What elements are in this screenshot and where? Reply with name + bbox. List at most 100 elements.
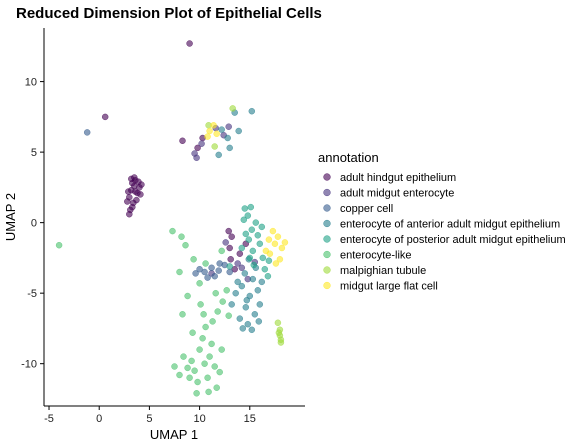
point-adult-hindgut-epithelium-18 — [128, 175, 135, 183]
point-enterocyte-of-anterior-adult-midgut-epithelium-20 — [224, 134, 231, 142]
point-enterocyte-like-37 — [176, 268, 183, 276]
point-enterocyte-like-36 — [218, 247, 225, 255]
chart-title: Reduced Dimension Plot of Epithelial Cel… — [16, 5, 322, 22]
point-enterocyte-like-33 — [182, 241, 189, 249]
point-enterocyte-like-23 — [205, 388, 212, 396]
legend-label-3: enterocyte of anterior adult midgut epit… — [340, 219, 560, 231]
x-tick-label-3: 10 — [193, 413, 205, 425]
legend-items: adult hindgut epithelium adult midgut ent… — [323, 172, 566, 293]
point-midgut-large-flat-cell-4 — [276, 256, 284, 263]
point-malpighian-tubule-5 — [274, 319, 282, 326]
point-enterocyte-like-9 — [188, 357, 195, 365]
point-adult-hindgut-epithelium-27 — [228, 233, 235, 240]
legend-key-0 — [323, 173, 331, 181]
point-adult-hindgut-epithelium-26 — [236, 250, 244, 257]
point-enterocyte-of-posterior-adult-midgut-epithelium-5 — [256, 240, 263, 248]
point-enterocyte-like-1 — [196, 346, 203, 353]
point-enterocyte-like-31 — [169, 227, 176, 235]
point-copper-cell-1 — [208, 264, 215, 271]
point-midgut-large-flat-cell-0 — [271, 240, 279, 248]
point-midgut-large-flat-cell-8 — [272, 260, 280, 267]
point-midgut-large-flat-cell-1 — [274, 233, 282, 240]
point-enterocyte-of-anterior-adult-midgut-epithelium-3 — [251, 311, 259, 318]
point-enterocyte-of-posterior-adult-midgut-epithelium-11 — [247, 203, 255, 211]
point-enterocyte-of-anterior-adult-midgut-epithelium-14 — [228, 301, 235, 308]
point-enterocyte-like-14 — [214, 308, 221, 315]
point-enterocyte-of-posterior-adult-midgut-epithelium-3 — [252, 219, 260, 226]
point-enterocyte-of-posterior-adult-midgut-epithelium-13 — [250, 261, 258, 269]
point-enterocyte-of-posterior-adult-midgut-epithelium-7 — [242, 230, 250, 238]
point-enterocyte-like-27 — [189, 329, 196, 336]
legend-key-3 — [323, 219, 331, 228]
point-enterocyte-like-30 — [55, 241, 63, 249]
legend-label-5: enterocyte-like — [340, 250, 412, 262]
point-enterocyte-of-anterior-adult-midgut-epithelium-8 — [248, 326, 256, 333]
x-tick-label-4: 15 — [244, 413, 256, 425]
point-enterocyte-of-anterior-adult-midgut-epithelium-5 — [232, 290, 239, 297]
point-enterocyte-of-posterior-adult-midgut-epithelium-15 — [258, 223, 265, 231]
y-ticks: -10 -5 0 5 10 — [21, 77, 44, 371]
point-enterocyte-of-posterior-adult-midgut-epithelium-6 — [249, 247, 257, 255]
point-enterocyte-of-posterior-adult-midgut-epithelium-0 — [244, 212, 252, 219]
point-adult-hindgut-epithelium-24 — [179, 137, 186, 145]
point-copper-cell-8 — [192, 270, 199, 277]
legend-key-1 — [323, 188, 331, 197]
point-enterocyte-of-anterior-adult-midgut-epithelium-18 — [243, 297, 251, 304]
point-adult-hindgut-epithelium-14 — [124, 198, 131, 205]
point-midgut-large-flat-cell-7 — [281, 239, 289, 246]
point-enterocyte-of-anterior-adult-midgut-epithelium-24 — [248, 107, 256, 115]
point-enterocyte-like-0 — [201, 360, 208, 367]
point-enterocyte-like-35 — [202, 260, 209, 267]
point-adult-midgut-enterocyte-5 — [191, 150, 198, 157]
legend: annotation adult hindgut epitheliumadult… — [318, 150, 566, 293]
point-enterocyte-like-38 — [196, 280, 203, 287]
point-enterocyte-of-posterior-adult-midgut-epithelium-12 — [261, 266, 268, 273]
point-enterocyte-of-posterior-adult-midgut-epithelium-2 — [241, 205, 249, 212]
point-copper-cell-10 — [204, 274, 211, 281]
point-adult-hindgut-epithelium-19 — [138, 181, 145, 188]
point-enterocyte-of-posterior-adult-midgut-epithelium-18 — [238, 244, 246, 252]
legend-label-2: copper cell — [340, 203, 393, 215]
point-enterocyte-like-22 — [180, 353, 187, 360]
point-malpighian-tubule-6 — [229, 105, 236, 112]
point-enterocyte-like-19 — [184, 364, 191, 372]
point-copper-cell-9 — [216, 260, 223, 267]
legend-key-7 — [323, 281, 331, 290]
point-enterocyte-like-29 — [225, 312, 232, 319]
point-copper-cell-7 — [226, 268, 233, 276]
point-enterocyte-of-posterior-adult-midgut-epithelium-1 — [248, 226, 256, 233]
point-adult-hindgut-epithelium-15 — [126, 210, 133, 218]
point-malpighian-tubule-4 — [277, 339, 285, 346]
point-adult-midgut-enterocyte-7 — [234, 260, 241, 267]
x-ticks: -5 0 5 10 15 — [44, 406, 256, 425]
point-adult-midgut-enterocyte-6 — [238, 264, 246, 271]
y-tick-label-1: -5 — [27, 288, 37, 300]
points-layer — [55, 40, 289, 397]
point-adult-hindgut-epithelium-21 — [101, 113, 109, 121]
point-adult-hindgut-epithelium-25 — [226, 244, 233, 252]
y-tick-label-0: -10 — [21, 359, 37, 371]
point-enterocyte-of-posterior-adult-midgut-epithelium-4 — [245, 236, 253, 243]
point-enterocyte-like-6 — [194, 378, 201, 386]
point-enterocyte-like-10 — [216, 368, 223, 376]
point-enterocyte-like-12 — [202, 323, 209, 331]
point-adult-midgut-enterocyte-1 — [198, 140, 205, 147]
point-midgut-large-flat-cell-10 — [206, 127, 213, 135]
point-adult-hindgut-epithelium-17 — [132, 188, 139, 195]
point-enterocyte-like-4 — [204, 374, 211, 381]
point-enterocyte-of-anterior-adult-midgut-epithelium-23 — [226, 144, 233, 152]
point-enterocyte-of-anterior-adult-midgut-epithelium-2 — [238, 282, 246, 290]
point-enterocyte-of-posterior-adult-midgut-epithelium-16 — [226, 263, 233, 270]
point-midgut-large-flat-cell-12 — [204, 133, 211, 140]
legend-title: annotation — [318, 150, 379, 165]
x-axis-title: UMAP 1 — [150, 427, 198, 442]
point-enterocyte-like-25 — [213, 384, 220, 391]
point-adult-hindgut-epithelium-28 — [225, 227, 232, 235]
point-adult-hindgut-epithelium-16 — [129, 203, 136, 211]
point-enterocyte-like-13 — [209, 318, 216, 325]
point-midgut-large-flat-cell-9 — [262, 247, 270, 255]
point-adult-hindgut-epithelium-29 — [231, 266, 238, 273]
point-enterocyte-like-17 — [212, 290, 219, 297]
legend-key-5 — [323, 250, 331, 259]
point-enterocyte-like-8 — [208, 340, 215, 348]
